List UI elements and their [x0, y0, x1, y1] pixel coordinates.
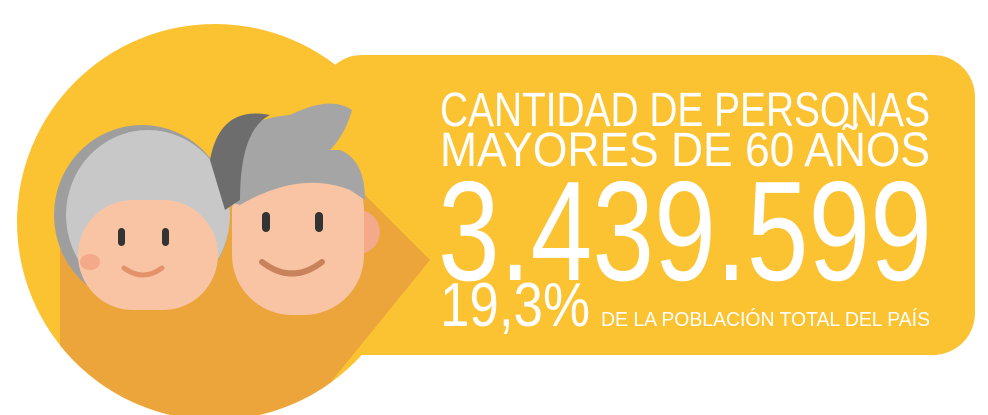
page: CANTIDAD DE PERSONAS MAYORES DE 60 AÑOS …: [0, 0, 988, 415]
share-percent: 19,3%: [440, 271, 590, 340]
infographic: CANTIDAD DE PERSONAS MAYORES DE 60 AÑOS …: [0, 0, 988, 415]
share-caption: DE LA POBLACIÓN TOTAL DEL PAÍS: [601, 308, 930, 331]
